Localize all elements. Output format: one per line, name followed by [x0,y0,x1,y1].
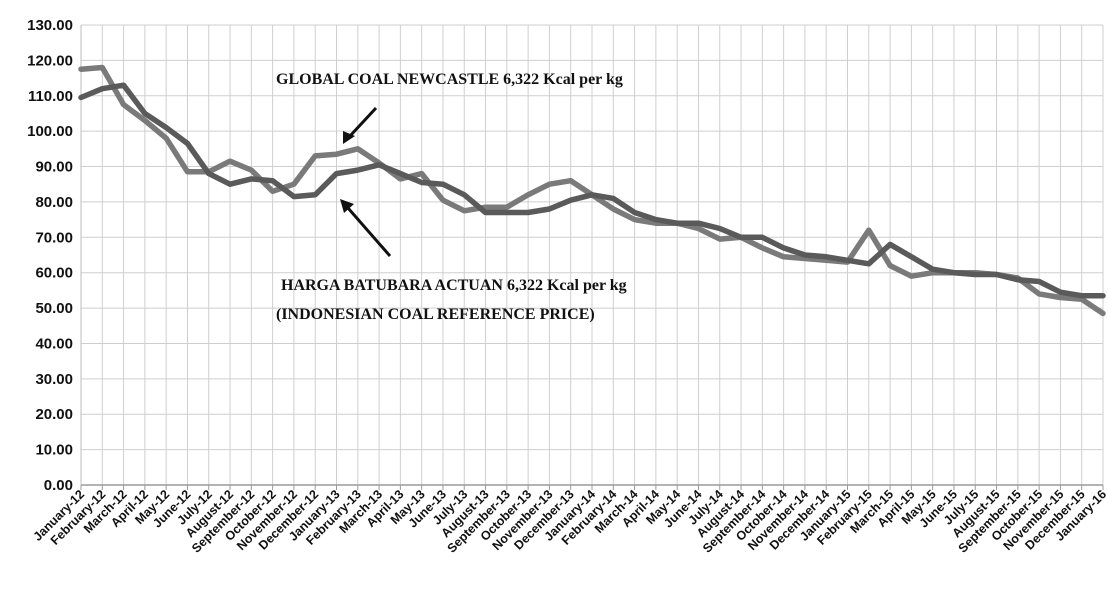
grid [80,24,1104,485]
annotation-newcastle-label: GLOBAL COAL NEWCASTLE 6,322 Kcal per kg [276,71,623,88]
y-tick-label: 50.00 [35,300,73,317]
y-tick-label: 70.00 [35,229,73,246]
annotation-newcastle: GLOBAL COAL NEWCASTLE 6,322 Kcal per kg [276,71,623,144]
y-tick-label: 20.00 [35,406,73,423]
y-tick-label: 110.00 [28,88,73,105]
annotation-acuan-arrowhead [340,199,354,213]
x-axis-ticks: January-12February-12March-12April-12May… [31,487,1108,555]
y-tick-label: 60.00 [35,265,73,282]
y-tick-label: 40.00 [35,335,73,352]
series-lines [78,64,1106,317]
annotation-newcastle-arrowhead [343,131,355,144]
y-tick-label: 120.00 [27,52,73,69]
y-tick-label: 100.00 [27,123,73,140]
y-tick-label: 80.00 [35,194,73,211]
y-tick-label: 130.00 [27,17,73,34]
annotation-acuan: HARGA BATUBARA ACTUAN 6,322 Kcal per kg … [276,199,627,323]
axes [80,25,1104,490]
annotation-acuan-label-line1: HARGA BATUBARA ACTUAN 6,322 Kcal per kg [281,277,627,294]
y-tick-label: 90.00 [35,159,73,176]
y-tick-label: 30.00 [35,371,73,388]
y-tick-label: 10.00 [35,442,73,459]
annotation-acuan-label-line2: (INDONESIAN COAL REFERENCE PRICE) [276,306,595,323]
y-tick-label: 0.00 [44,477,73,494]
series-line-acuan [78,82,1106,299]
annotation-acuan-arrow [346,207,392,257]
y-axis-ticks: 0.00 10.00 20.00 30.00 40.00 50.00 60.00 70.00 8… [27,17,73,494]
annotation-newcastle-arrow [348,106,378,138]
